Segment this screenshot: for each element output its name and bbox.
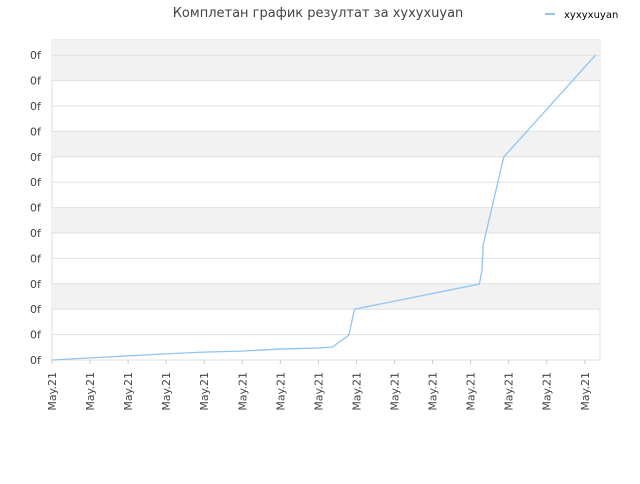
- plot-band: [52, 40, 600, 56]
- x-tick-label: May.21: [541, 372, 554, 411]
- x-tick-label: May.21: [579, 372, 592, 411]
- legend-label: xyxyxuyan: [564, 10, 618, 21]
- y-tick-label: 0f: [30, 75, 42, 88]
- plot-band: [52, 207, 600, 234]
- plot-band: [52, 131, 600, 157]
- x-tick-label: May.21: [312, 372, 325, 411]
- x-tick-label: May.21: [46, 372, 59, 411]
- x-tick-label: May.21: [198, 372, 211, 411]
- x-tick-label: May.21: [427, 372, 440, 411]
- y-tick-label: 0f: [30, 151, 42, 164]
- plot-area: [51, 39, 601, 361]
- y-tick-label: 0f: [30, 303, 42, 316]
- x-tick-label: May.21: [389, 372, 402, 411]
- x-tick-label: May.21: [236, 372, 249, 411]
- plot-band: [52, 283, 600, 310]
- y-tick-label: 0f: [30, 354, 42, 367]
- x-tick-label: May.21: [465, 372, 478, 411]
- y-tick-label: 0f: [30, 100, 42, 113]
- plot-band: [52, 55, 600, 81]
- y-tick-label: 0f: [30, 252, 42, 265]
- x-tick-label: May.21: [84, 372, 97, 411]
- y-tick-label: 0f: [30, 176, 42, 189]
- x-tick-label: May.21: [160, 372, 173, 411]
- y-tick-label: 0f: [30, 125, 42, 138]
- x-tick-label: May.21: [274, 372, 287, 411]
- y-tick-label: 0f: [30, 278, 42, 291]
- y-tick-label: 0f: [30, 202, 42, 215]
- data-line: [51, 54, 596, 361]
- y-tick-label: 0f: [30, 227, 42, 240]
- x-tick-label: May.21: [350, 372, 363, 411]
- x-tick-label: May.21: [122, 372, 135, 411]
- x-tick-label: May.21: [503, 372, 516, 411]
- chart-title: Комплетан график резултат за xyxyxuyan: [173, 6, 464, 21]
- y-tick-label: 0f: [30, 49, 42, 62]
- y-tick-label: 0f: [30, 329, 42, 342]
